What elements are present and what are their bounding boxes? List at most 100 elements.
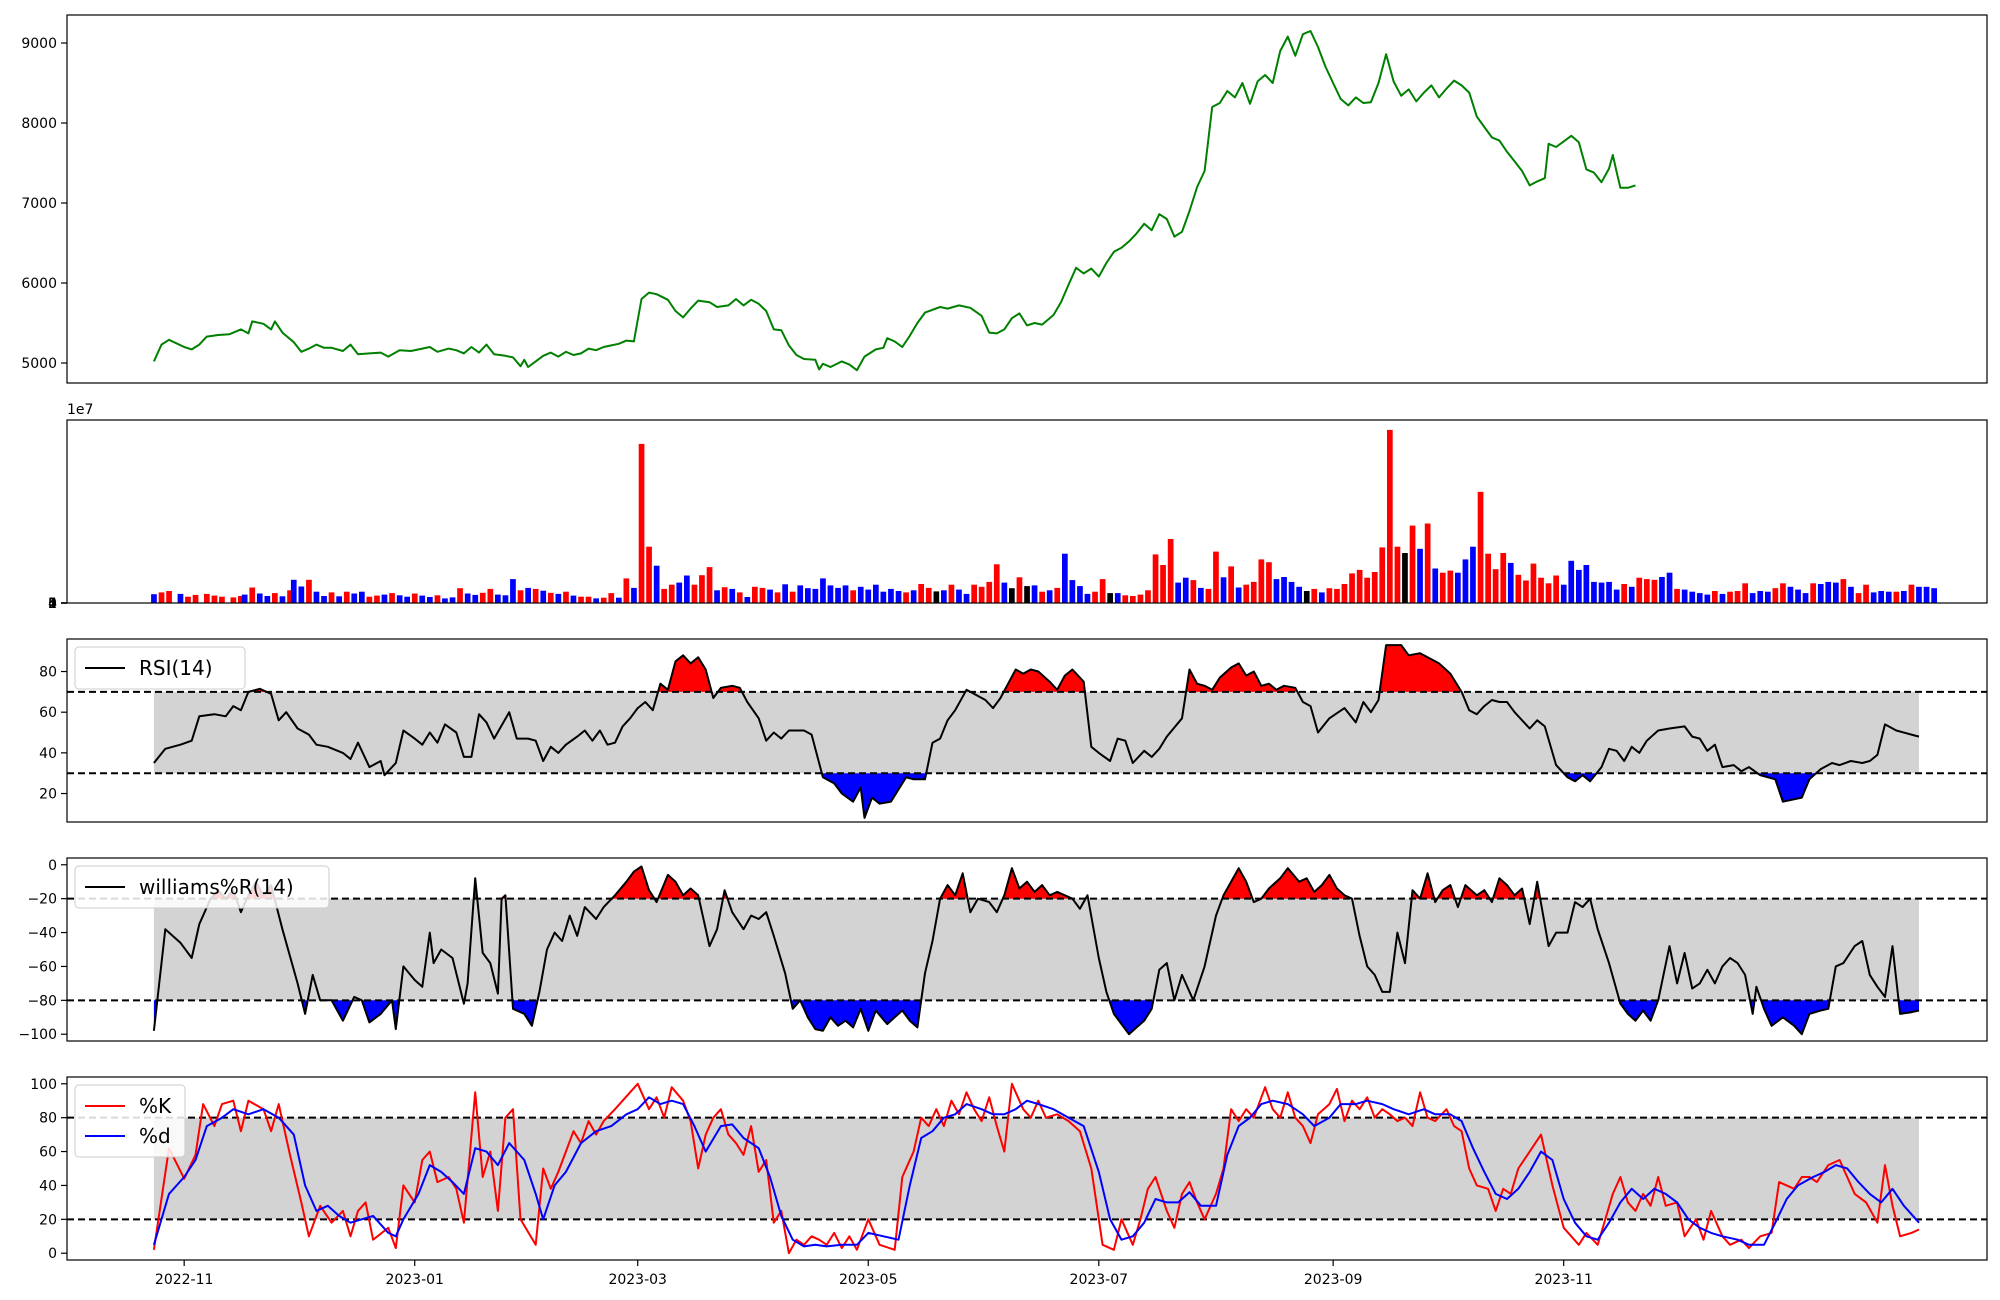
volume-bar (1311, 588, 1318, 603)
williams-legend-label: williams%R(14) (139, 875, 294, 899)
volume-bar (396, 595, 403, 603)
volume-bar (1107, 593, 1113, 603)
rsi-panel: 20 40 60 80 RSI(14) (39, 638, 1988, 823)
x-tick-label: 2022-11 (155, 1272, 214, 1288)
volume-bar (646, 546, 652, 603)
volume-bar (880, 591, 887, 603)
volume-bar (1651, 579, 1658, 603)
volume-bar (653, 565, 660, 603)
volume-bar (517, 590, 524, 603)
volume-bar (1371, 572, 1378, 603)
volume-bar (857, 586, 864, 603)
volume-bar (1009, 588, 1015, 603)
rsi-oversold-fill (153, 773, 1919, 818)
volume-bar (1523, 580, 1529, 603)
volume-frame (66, 419, 1988, 604)
volume-bar (729, 588, 736, 603)
volume-bar (1470, 546, 1476, 603)
volume-bar (608, 593, 615, 603)
volume-bar (151, 594, 157, 603)
williams-oversold-fill (153, 1000, 1919, 1035)
volume-bar (411, 593, 418, 603)
volume-bar (211, 595, 218, 603)
volume-bar (306, 579, 312, 603)
volume-bar (1681, 589, 1688, 603)
volume-bar (1485, 553, 1491, 603)
volume-bar (1545, 583, 1552, 603)
williams-band (153, 898, 1919, 1001)
volume-bar (1402, 553, 1408, 603)
volume-bar (1848, 586, 1854, 603)
volume-bar (1613, 589, 1620, 603)
price-ytick-label: 7000 (21, 196, 57, 212)
volume-bar (1492, 569, 1499, 603)
volume-bar (532, 588, 539, 603)
volume-bar (1560, 584, 1567, 603)
volume-bar (177, 593, 184, 603)
volume-bar (449, 597, 456, 603)
williams-legend: williams%R(14) (74, 865, 330, 909)
volume-bar (219, 596, 225, 603)
volume-bar (1424, 523, 1431, 603)
volume-bar (1583, 565, 1590, 603)
volume-bar (1901, 591, 1907, 603)
volume-bar (1016, 577, 1023, 603)
volume-bar (381, 594, 388, 603)
volume-bar (1749, 593, 1756, 603)
volume-bar (714, 590, 720, 603)
volume-bar (782, 584, 788, 603)
volume-bar (1863, 584, 1869, 603)
stochastic-legend-box (74, 1084, 186, 1158)
stochastic-legend-label: %d (139, 1124, 171, 1148)
volume-bar (752, 586, 758, 603)
volume-bar (744, 597, 751, 603)
volume-bar (563, 591, 569, 603)
volume-bar (1228, 566, 1234, 603)
volume-bar (1840, 579, 1847, 603)
volume-bar (805, 588, 811, 603)
volume-bar (1780, 583, 1786, 603)
volume-bar (1666, 572, 1673, 603)
williams-panel: 0 −20 −40 −60 −80 −100 williams%R(14) (19, 857, 1988, 1043)
volume-bar (404, 596, 410, 603)
price-ytick-label: 6000 (21, 276, 57, 292)
volume-bar (1198, 587, 1204, 603)
volume-ytick-label: 1 (48, 596, 57, 612)
volume-bar (1825, 581, 1832, 603)
volume-bar (1855, 593, 1862, 603)
volume-bar (1870, 592, 1877, 603)
volume-bar (1817, 584, 1824, 603)
volume-bar (684, 575, 690, 603)
volume-bar (925, 587, 932, 603)
volume-bar (510, 579, 516, 603)
stochastic-legend: %K %d (74, 1084, 186, 1158)
stochastic-ytick-label: 80 (39, 1111, 57, 1127)
volume-bar (1432, 568, 1439, 603)
price-ytick-label: 8000 (21, 116, 57, 132)
volume-bar (1833, 582, 1839, 603)
volume-bar (1530, 563, 1537, 603)
volume-bar (185, 596, 191, 603)
volume-bar (873, 584, 879, 603)
volume-bar (993, 564, 1000, 603)
volume-bar (888, 588, 894, 603)
williams-ytick-label: −60 (27, 959, 57, 975)
volume-ytick-label: 5 (48, 596, 57, 612)
volume-bar (1885, 591, 1892, 603)
volume-bar (343, 591, 350, 603)
volume-bar (1137, 594, 1144, 603)
volume-bar (1281, 577, 1287, 603)
rsi-legend-box (74, 646, 246, 690)
volume-bar (1727, 591, 1733, 603)
williams-legend-box (74, 865, 330, 909)
volume-bar (797, 585, 804, 603)
volume-bar (661, 588, 667, 603)
volume-bar (1878, 591, 1884, 603)
volume-bar (668, 584, 675, 603)
williams-ytick-label: −100 (19, 1027, 57, 1043)
stochastic-ytick-label: 0 (48, 1246, 57, 1262)
volume-bar (910, 590, 917, 603)
volume-bar (1787, 586, 1794, 603)
volume-bar (547, 592, 554, 603)
volume-bar (1205, 588, 1212, 603)
